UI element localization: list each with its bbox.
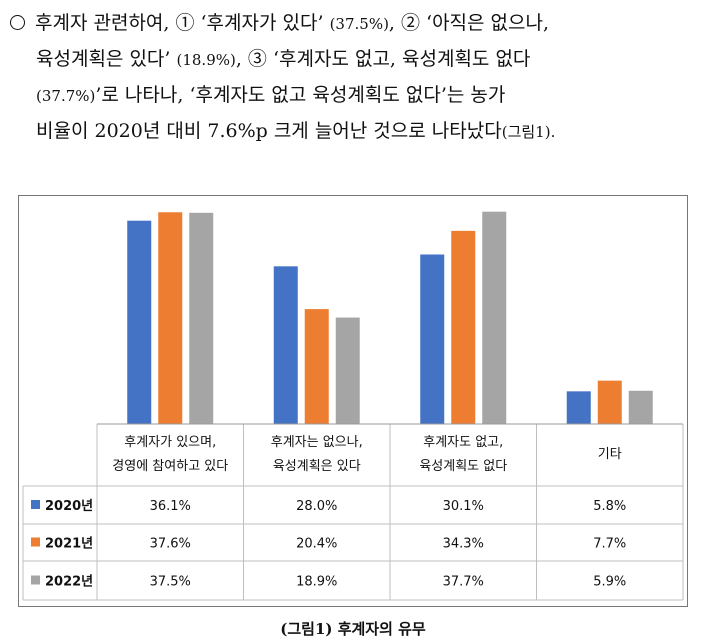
- chart-figure: 후계자가 있으며, 경영에 참여하고 있다 후계자는 없으나, 육성계획은 있다 후계자…: [18, 195, 688, 607]
- bar-2022년-1: [335, 317, 360, 424]
- bar-2020년-3: [566, 391, 591, 424]
- category-label: 육성계획은 있다: [273, 459, 361, 474]
- bar-2020년-0: [127, 220, 152, 424]
- paragraph-line-2: 육성계획은 있다’ (18.9%), ③ ‘후계자도 없고, 육성계획도 없다: [36, 48, 531, 70]
- data-label: 18.9%: [296, 575, 337, 590]
- category-label: 후계자도 없고,: [423, 435, 503, 450]
- bar-2022년-2: [482, 211, 507, 424]
- data-label: 20.4%: [296, 537, 337, 552]
- category-label: 후계자는 없으나,: [271, 435, 363, 450]
- data-label: 37.6%: [150, 537, 191, 552]
- category-label: 경영에 참여하고 있다: [112, 459, 228, 474]
- bar-2022년-0: [189, 212, 214, 424]
- data-label: 37.7%: [443, 575, 484, 590]
- data-label: 28.0%: [296, 499, 337, 514]
- data-label: 5.9%: [593, 575, 626, 590]
- bar-chart: 후계자가 있으며, 경영에 참여하고 있다 후계자는 없으나, 육성계획은 있다 후계자…: [22, 211, 684, 601]
- bar-2021년-3: [597, 380, 622, 424]
- data-label: 34.3%: [443, 537, 484, 552]
- paragraph-line-3: (37.7%)’로 나타나, ‘후계자도 없고 육성계획도 없다’는 농가: [36, 84, 506, 106]
- bar-2021년-2: [451, 230, 476, 424]
- bar-2020년-2: [420, 254, 445, 424]
- data-label: 37.5%: [150, 575, 191, 590]
- legend-swatch: [31, 537, 40, 547]
- data-label: 36.1%: [150, 499, 191, 514]
- legend-swatch: [31, 500, 40, 509]
- bar-2022년-3: [628, 390, 653, 424]
- legend-swatch: [31, 575, 40, 585]
- category-label: 기타: [598, 447, 622, 462]
- bar-2020년-1: [273, 266, 298, 424]
- legend-label: 2020년: [45, 499, 93, 514]
- legend-label: 2022년: [45, 575, 93, 590]
- bar-2021년-0: [158, 212, 183, 424]
- data-label: 5.8%: [593, 499, 626, 514]
- data-label: 30.1%: [443, 499, 484, 514]
- bar-2021년-1: [304, 309, 329, 424]
- category-label: 육성계획도 없다: [419, 459, 507, 474]
- legend-label: 2021년: [45, 537, 93, 552]
- paragraph-line-1: 후계자 관련하여, ① ‘후계자가 있다’ (37.5%), ② ‘아직은 없으…: [10, 6, 549, 40]
- figure-caption: (그림1) 후계자의 유무: [280, 620, 426, 638]
- category-label: 후계자가 있으며,: [124, 435, 216, 450]
- paragraph-line-4: 비율이 2020년 대비 7.6%p 크게 늘어난 것으로 나타났다(그림1).: [36, 120, 556, 142]
- data-label: 7.7%: [593, 537, 626, 552]
- circle-bullet-icon: [10, 14, 25, 30]
